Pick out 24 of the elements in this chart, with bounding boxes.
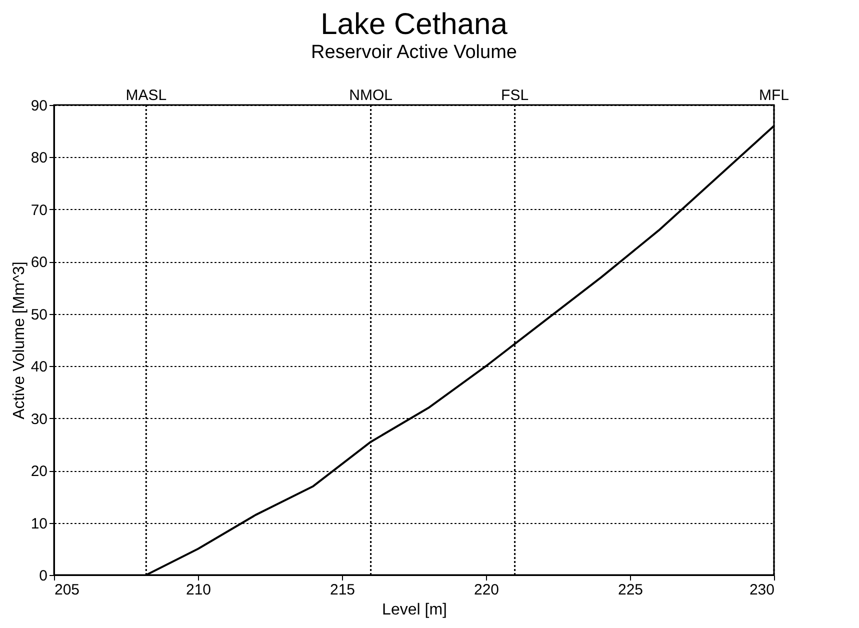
y-tick-label: 50 <box>30 306 48 324</box>
x-tick-label: 230 <box>749 582 774 598</box>
x-tick-label: 220 <box>474 582 500 598</box>
x-axis-title: Level [m] <box>382 602 447 618</box>
y-tick-label: 0 <box>39 568 48 584</box>
x-tick-label: 210 <box>186 582 212 598</box>
y-tick-label: 70 <box>30 202 48 219</box>
y-tick-label: 60 <box>30 254 48 272</box>
y-tick-label: 90 <box>30 98 48 114</box>
ref-line-label: MFL <box>759 87 789 104</box>
y-tick-label: 10 <box>30 515 48 532</box>
ref-line-label: MASL <box>126 87 167 104</box>
y-axis-title: Active Volume [Mm^3] <box>10 262 28 420</box>
y-tick-label: 20 <box>30 463 48 480</box>
y-tick-label: 30 <box>30 410 48 428</box>
y-tick-label: 40 <box>30 358 48 376</box>
ref-line-label: NMOL <box>349 87 392 104</box>
x-tick-label: 225 <box>618 582 644 598</box>
chart-title: Lake Cethana <box>320 8 508 41</box>
ref-line-label: FSL <box>501 87 529 104</box>
x-tick-label: 215 <box>330 582 356 598</box>
x-tick-label: 205 <box>54 582 80 598</box>
y-tick-label: 80 <box>30 150 48 167</box>
chart-subtitle: Reservoir Active Volume <box>311 42 517 63</box>
